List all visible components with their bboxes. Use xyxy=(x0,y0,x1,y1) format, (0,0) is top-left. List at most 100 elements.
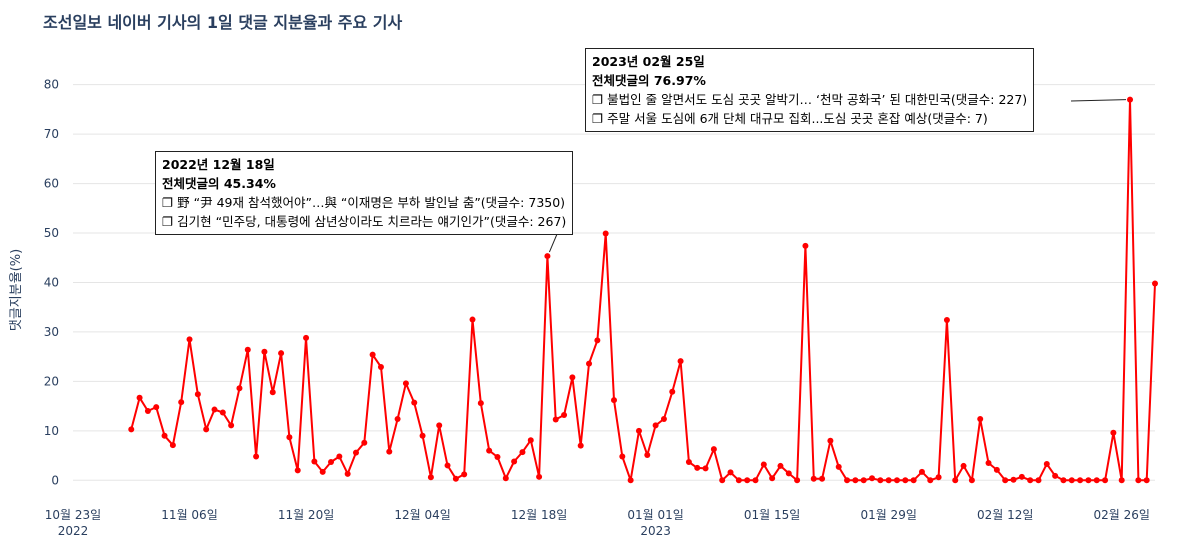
data-point xyxy=(827,437,834,444)
data-point xyxy=(186,336,193,343)
data-point xyxy=(1043,460,1050,467)
data-point xyxy=(910,477,917,484)
x-tick-label: 02월 12일 xyxy=(977,508,1033,522)
data-point xyxy=(719,477,726,484)
data-point xyxy=(677,358,684,365)
y-axis-label: 댓글지분율(%) xyxy=(9,249,24,331)
data-point xyxy=(1093,477,1100,484)
data-point xyxy=(402,380,409,387)
data-point xyxy=(336,453,343,460)
data-point xyxy=(294,467,301,474)
data-point xyxy=(935,474,942,481)
data-point xyxy=(819,475,826,482)
y-tick-label: 60 xyxy=(44,177,59,191)
y-axis: 0 10 20 30 40 50 60 70 80 xyxy=(44,78,59,488)
data-point xyxy=(419,432,426,439)
data-point xyxy=(1127,96,1134,103)
data-point xyxy=(328,458,335,465)
data-point xyxy=(128,426,135,433)
data-point xyxy=(544,253,551,260)
data-point xyxy=(1060,477,1067,484)
data-point xyxy=(469,316,476,323)
data-point xyxy=(619,453,626,460)
data-point xyxy=(893,477,900,484)
data-point xyxy=(452,475,459,482)
data-point xyxy=(927,477,934,484)
data-point xyxy=(769,475,776,482)
data-point xyxy=(635,427,642,434)
y-tick-label: 30 xyxy=(44,325,59,339)
data-point xyxy=(1102,477,1109,484)
data-point xyxy=(236,385,243,392)
data-point xyxy=(561,412,568,418)
data-point xyxy=(519,449,526,456)
data-point xyxy=(594,337,601,344)
data-point xyxy=(760,461,767,468)
data-point xyxy=(993,466,1000,473)
data-point xyxy=(436,422,443,429)
series-line-path xyxy=(130,98,1156,482)
y-tick-label: 80 xyxy=(44,78,59,92)
data-point xyxy=(702,465,709,472)
annotation-share: 전체댓글의 45.34% xyxy=(162,176,276,191)
data-point xyxy=(918,468,925,475)
x-tick-label: 01월 29일 xyxy=(860,508,916,522)
data-point xyxy=(968,477,975,484)
data-point xyxy=(303,334,310,341)
data-point xyxy=(169,442,176,449)
y-tick-label: 50 xyxy=(44,226,59,240)
data-point xyxy=(394,415,401,422)
data-point xyxy=(144,408,151,415)
data-point xyxy=(735,477,742,484)
data-point xyxy=(386,448,393,455)
data-point xyxy=(361,439,368,446)
x-tick-label: 12월 18일 xyxy=(511,508,567,522)
data-point xyxy=(203,426,210,433)
x-axis: 10월 23일 2022 11월 06일 11월 20일 12월 04일 12월 18일 0… xyxy=(45,508,1150,538)
data-point xyxy=(278,350,285,357)
y-tick-label: 0 xyxy=(51,473,59,487)
data-point xyxy=(411,399,418,406)
data-point xyxy=(902,477,909,484)
annotation-article: ❐ 김기현 “민주당, 대통령에 삼년상이라도 치르라는 얘기인가”(댓글수: … xyxy=(162,214,567,229)
data-point xyxy=(652,422,659,429)
series-line xyxy=(130,98,1156,482)
annotation-date: 2023년 02월 25일 xyxy=(592,54,705,69)
data-point xyxy=(685,458,692,465)
data-point xyxy=(744,477,751,484)
x-tick-label: 01월 15일 xyxy=(744,508,800,522)
data-point xyxy=(860,477,867,484)
data-point xyxy=(536,473,543,480)
data-point xyxy=(1018,473,1025,480)
data-point xyxy=(1068,477,1075,484)
annotation-box-dec18: 2022년 12월 18일 전체댓글의 45.34% ❐ 野 “尹 49재 참석… xyxy=(155,151,574,235)
data-point xyxy=(461,471,468,478)
data-point xyxy=(1077,477,1084,484)
data-point xyxy=(228,422,235,429)
data-point xyxy=(444,462,451,469)
data-point xyxy=(153,404,160,411)
data-point xyxy=(194,391,201,398)
data-point xyxy=(602,230,609,237)
data-point xyxy=(569,374,576,381)
data-point xyxy=(1118,477,1125,484)
data-point xyxy=(269,389,276,396)
data-point xyxy=(377,364,384,371)
data-point xyxy=(344,470,351,477)
data-point xyxy=(244,346,251,353)
data-point xyxy=(660,415,667,422)
data-point xyxy=(627,477,634,484)
data-point xyxy=(502,475,509,482)
annotation-article: ❐ 주말 서울 도심에 6개 단체 대규모 집회...도심 곳곳 혼잡 예상(댓… xyxy=(592,111,988,126)
data-point xyxy=(727,469,734,476)
data-point xyxy=(261,348,268,355)
data-point xyxy=(486,447,493,454)
data-point xyxy=(694,464,701,471)
data-point xyxy=(977,415,984,422)
data-point xyxy=(369,351,376,358)
data-point xyxy=(511,458,518,465)
data-point xyxy=(494,454,501,461)
data-point xyxy=(1010,476,1017,483)
data-point xyxy=(286,434,293,441)
